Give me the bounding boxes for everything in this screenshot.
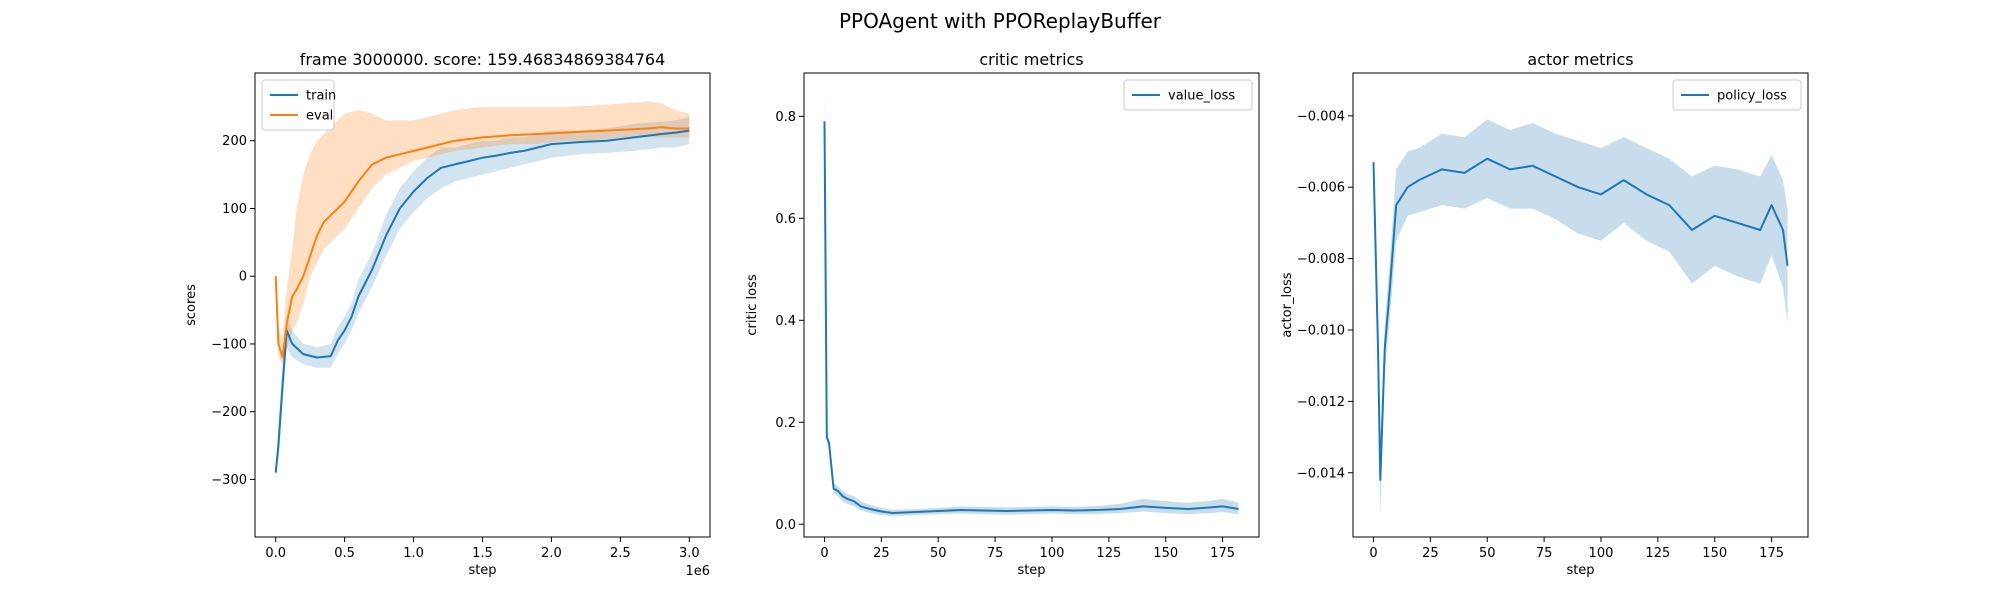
- y-tick-label: 100: [222, 202, 247, 217]
- x-tick-label: 150: [1153, 546, 1178, 561]
- y-tick-label: −100: [211, 337, 247, 352]
- axes-title: actor metrics: [1527, 50, 1633, 69]
- y-axis-label: scores: [184, 284, 199, 326]
- y-tick-label: 0.8: [775, 110, 796, 125]
- x-tick-label: 50: [1479, 546, 1496, 561]
- x-offset-label: 1e6: [685, 564, 710, 579]
- x-tick-label: 3.0: [679, 546, 700, 561]
- y-tick-label: 0.6: [775, 212, 796, 227]
- legend-label-policy_loss: policy_loss: [1717, 89, 1787, 104]
- axes-title: frame 3000000. score: 159.46834869384764: [300, 50, 666, 69]
- series-band-eval: [275, 101, 690, 365]
- x-tick-label: 175: [1759, 546, 1784, 561]
- critic-panel: 0 25 50 75 100 125 150 175 0.0 0.2 0.4 0.6 0.8 critic…: [745, 50, 1260, 578]
- x-tick-label: 2.5: [610, 546, 631, 561]
- x-tick-label: 0.0: [265, 546, 286, 561]
- x-tick-label: 1.0: [403, 546, 424, 561]
- legend-label-value_loss: value_loss: [1168, 89, 1235, 104]
- legend-box: [1672, 79, 1802, 111]
- x-tick-label: 125: [1096, 546, 1121, 561]
- figure-title: PPOAgent with PPOReplayBuffer: [839, 9, 1162, 33]
- series-line-policy_loss: [1372, 157, 1789, 481]
- x-tick-label: 0: [1369, 546, 1377, 561]
- x-tick-label: 0: [820, 546, 828, 561]
- x-axis-label: step: [1566, 563, 1594, 578]
- x-tick-label: 150: [1702, 546, 1727, 561]
- legend-label-eval: eval: [306, 109, 333, 124]
- x-tick-label: 175: [1210, 546, 1235, 561]
- y-axis-label: actor_loss: [1280, 272, 1295, 337]
- x-axis-label: step: [468, 563, 496, 578]
- y-tick-label: 0.0: [775, 518, 796, 533]
- x-tick-label: 25: [1422, 546, 1439, 561]
- x-tick-label: 25: [873, 546, 890, 561]
- y-tick-label: −0.006: [1297, 181, 1345, 196]
- series-line-value_loss: [823, 121, 1239, 514]
- series-band-policy_loss: [1373, 119, 1788, 516]
- actor-panel: 0 25 50 75 100 125 150 175 −0.014 −0.012 −0.010 −0.…: [1280, 50, 1809, 578]
- y-tick-label: −300: [211, 473, 247, 488]
- axes-frame: [803, 72, 1260, 538]
- legend: policy_loss: [1672, 79, 1802, 111]
- axes-title: critic metrics: [979, 50, 1083, 69]
- scores-panel: 0.0 0.5 1.0 1.5 2.0 2.5 3.0 −300 −200 −100 0 100 200…: [184, 50, 711, 579]
- y-tick-label: 200: [222, 134, 247, 149]
- y-tick-label: 0: [239, 270, 247, 285]
- x-tick-label: 0.5: [334, 546, 355, 561]
- x-axis-label: step: [1017, 563, 1045, 578]
- x-tick-label: 125: [1645, 546, 1670, 561]
- series-line-train: [274, 129, 690, 473]
- y-tick-label: −0.004: [1297, 109, 1345, 124]
- x-tick-label: 1.5: [472, 546, 493, 561]
- y-tick-label: 0.4: [775, 314, 796, 329]
- legend-box: [261, 79, 335, 131]
- y-axis-label: critic loss: [745, 274, 760, 335]
- y-tick-label: −0.012: [1297, 395, 1345, 410]
- legend: train eval: [261, 79, 336, 131]
- y-tick-label: −0.014: [1297, 466, 1345, 481]
- y-tick-label: −0.008: [1297, 252, 1345, 267]
- x-tick-label: 75: [987, 546, 1004, 561]
- axes-frame: [1352, 72, 1809, 538]
- y-tick-label: 0.2: [775, 416, 796, 431]
- x-tick-label: 75: [1536, 546, 1553, 561]
- legend: value_loss: [1123, 79, 1253, 111]
- x-tick-label: 2.0: [541, 546, 562, 561]
- y-tick-label: −0.010: [1297, 323, 1345, 338]
- x-tick-label: 100: [1589, 546, 1614, 561]
- legend-label-train: train: [306, 89, 336, 104]
- x-tick-label: 50: [930, 546, 947, 561]
- x-tick-label: 100: [1040, 546, 1065, 561]
- legend-box: [1123, 79, 1253, 111]
- series-line-eval: [274, 126, 690, 359]
- y-tick-label: −200: [211, 405, 247, 420]
